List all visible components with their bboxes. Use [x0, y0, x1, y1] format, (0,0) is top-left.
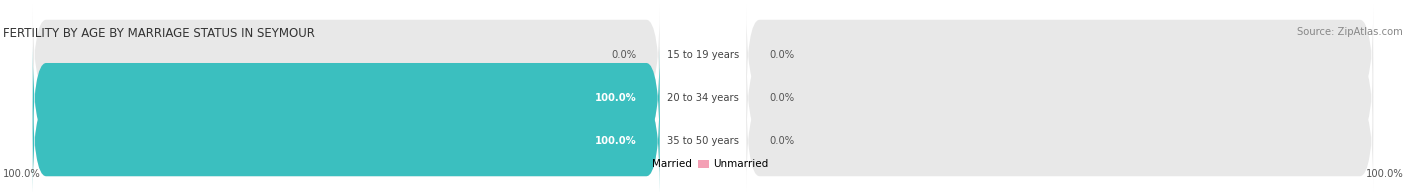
Text: 0.0%: 0.0%	[769, 136, 794, 146]
FancyBboxPatch shape	[32, 90, 659, 193]
Text: Source: ZipAtlas.com: Source: ZipAtlas.com	[1298, 27, 1403, 37]
Text: 100.0%: 100.0%	[3, 169, 41, 179]
Legend: Married, Unmarried: Married, Unmarried	[634, 155, 772, 174]
Text: 0.0%: 0.0%	[612, 50, 637, 60]
Text: FERTILITY BY AGE BY MARRIAGE STATUS IN SEYMOUR: FERTILITY BY AGE BY MARRIAGE STATUS IN S…	[3, 27, 315, 40]
FancyBboxPatch shape	[747, 90, 1374, 193]
Text: 20 to 34 years: 20 to 34 years	[666, 93, 740, 103]
Text: 0.0%: 0.0%	[769, 50, 794, 60]
Text: 100.0%: 100.0%	[1365, 169, 1403, 179]
Text: 100.0%: 100.0%	[595, 136, 637, 146]
FancyBboxPatch shape	[32, 47, 659, 149]
FancyBboxPatch shape	[32, 90, 659, 193]
FancyBboxPatch shape	[747, 47, 1374, 149]
FancyBboxPatch shape	[747, 3, 1374, 106]
FancyBboxPatch shape	[32, 47, 659, 149]
Text: 0.0%: 0.0%	[769, 93, 794, 103]
Text: 15 to 19 years: 15 to 19 years	[666, 50, 740, 60]
Text: 100.0%: 100.0%	[595, 93, 637, 103]
Text: 35 to 50 years: 35 to 50 years	[666, 136, 740, 146]
FancyBboxPatch shape	[32, 3, 659, 106]
